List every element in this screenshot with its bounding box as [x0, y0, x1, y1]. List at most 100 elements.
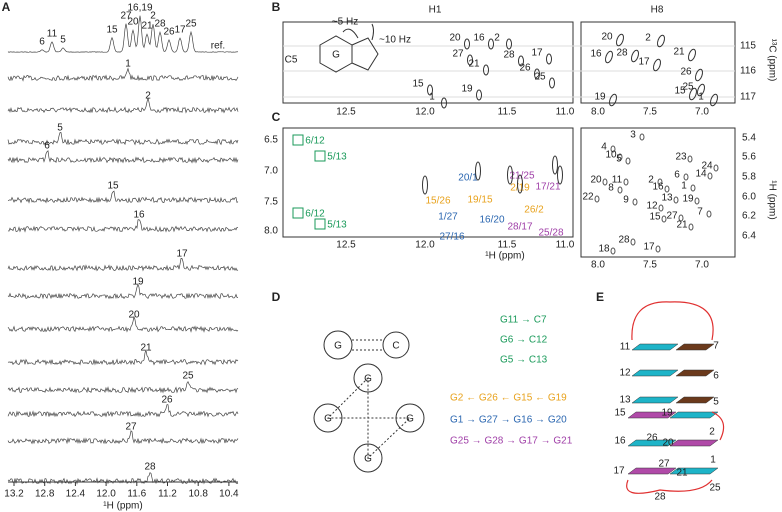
- peak-label: 21: [468, 59, 480, 70]
- nh-label: 21/25: [509, 171, 534, 182]
- residue-label: 6: [713, 371, 719, 382]
- peak-label: 8: [608, 183, 614, 194]
- row-spectrum: [7, 430, 239, 445]
- peak-label: 20: [601, 32, 613, 43]
- ref-peak-label: 2: [150, 11, 156, 22]
- ref-peak-label: 11: [47, 29, 58, 40]
- base: G: [334, 341, 342, 352]
- panel-label: C: [272, 110, 281, 124]
- tick-label: 11.5: [498, 240, 517, 251]
- residue-label: 1: [710, 455, 716, 466]
- a-tick-label: 12.8: [35, 489, 55, 500]
- peak-label: 25: [534, 72, 546, 83]
- peak-label: 3: [630, 130, 636, 141]
- plate: [675, 343, 715, 351]
- cross-peak: [689, 87, 697, 101]
- row-spectrum: [7, 258, 239, 272]
- cross-peak: [653, 58, 661, 72]
- cross-peak: [688, 223, 694, 231]
- peak-label: 7: [697, 207, 703, 218]
- row-spectrum: [7, 315, 239, 333]
- c-h1-frame: [282, 127, 574, 238]
- peak-label: 1: [429, 92, 435, 103]
- residue-label: 26: [646, 433, 658, 444]
- coupling-arrow: [342, 28, 359, 39]
- b-h8-frame: [580, 21, 736, 104]
- base-ring: [382, 331, 410, 359]
- peak-label: 16: [652, 182, 664, 193]
- ref-peak-label: 17: [174, 25, 186, 36]
- cross-peak: [687, 155, 693, 163]
- peak-label: 2: [648, 175, 654, 186]
- tick-label: 12.5: [336, 240, 356, 251]
- nh-label: 28/17: [507, 222, 532, 233]
- residue-label: 12: [619, 368, 631, 379]
- peak-box: [292, 207, 304, 219]
- ref-peak-label: 27: [120, 11, 132, 22]
- tick-label: 11.5: [498, 107, 517, 118]
- peak-label: 23: [675, 152, 687, 163]
- axis-label: ¹H (ppm): [485, 251, 524, 262]
- cross-peak: [706, 210, 712, 218]
- b-title: H8: [651, 5, 664, 16]
- cross-peak: [664, 185, 670, 193]
- peak-label: 22: [582, 192, 594, 203]
- tick-label: 7.5: [643, 260, 657, 271]
- loop: [626, 479, 713, 494]
- nh-label: 6/12: [305, 136, 325, 147]
- peak-label: 2: [645, 33, 651, 44]
- cross-peak: [475, 161, 481, 181]
- tick-label: 5.4: [742, 133, 756, 144]
- cross-peak: [610, 145, 616, 153]
- a-tick-label: 10.4: [219, 489, 239, 500]
- ref-peak-label: 15: [106, 25, 118, 36]
- nh-label: 16/20: [479, 215, 504, 226]
- a-tick-label: 11.6: [127, 489, 146, 500]
- base-ring: [395, 403, 425, 433]
- row-label: 21: [140, 343, 152, 354]
- cross-peak: [488, 38, 494, 50]
- peak-label: 26: [680, 67, 692, 78]
- base: G: [364, 454, 372, 465]
- peak-label: 2: [494, 33, 500, 44]
- residue-label: 5: [713, 397, 719, 408]
- row-spectrum: [7, 132, 239, 146]
- cross-peak: [683, 173, 689, 181]
- base-ring: [353, 443, 383, 473]
- cross-peak: [631, 49, 639, 63]
- residue-label: 28: [654, 492, 666, 503]
- row-label: 1: [125, 59, 131, 70]
- connection: G1 → G27 → G16 → G20: [450, 415, 567, 426]
- row-spectrum: [7, 97, 239, 114]
- tick-label: 8.0: [591, 260, 605, 271]
- ref-peak-label: 20: [127, 17, 139, 28]
- ref-label: ref.: [211, 41, 225, 52]
- peak-label: 18: [598, 244, 610, 255]
- cross-peak: [594, 195, 600, 203]
- panel-label: D: [272, 290, 281, 304]
- tick-label: 116: [740, 66, 756, 77]
- cross-peak: [507, 165, 513, 185]
- connection: G6 → C12: [500, 335, 548, 346]
- ref-peak-label: 5: [60, 35, 66, 46]
- cross-peak: [625, 157, 631, 165]
- nh-label: 2/19: [510, 183, 530, 194]
- cross-peak: [694, 197, 700, 205]
- connection: G5 → C13: [500, 355, 548, 366]
- plate: [675, 396, 715, 404]
- row-label: 2: [145, 91, 151, 102]
- cross-peak: [658, 204, 664, 212]
- tick-label: 5.6: [742, 152, 756, 163]
- cross-peak: [707, 172, 713, 180]
- peak-label: 27: [666, 211, 678, 222]
- peak-label: 4: [601, 142, 607, 153]
- residue-label: 11: [620, 342, 631, 353]
- peak-label: 21: [676, 220, 688, 231]
- plate: [627, 467, 677, 475]
- plate: [675, 369, 715, 377]
- cross-peak: [609, 93, 617, 107]
- plate: [669, 467, 719, 475]
- ref-peak-label: 26: [163, 27, 175, 38]
- cross-peak: [673, 196, 679, 204]
